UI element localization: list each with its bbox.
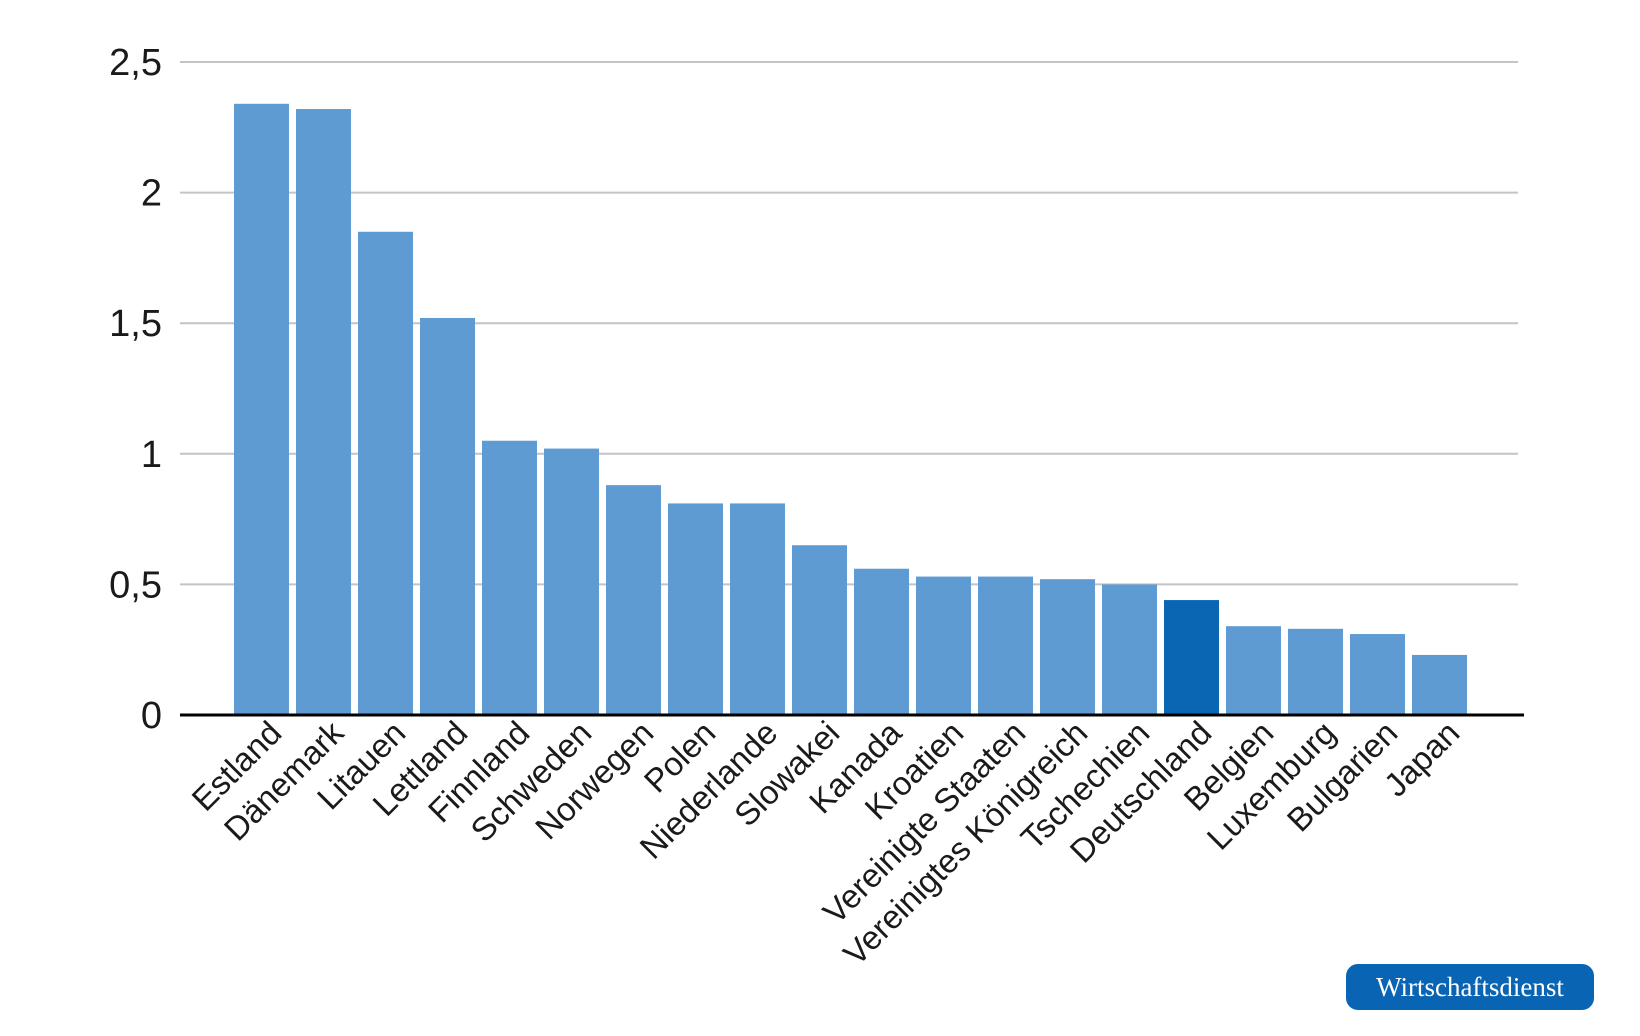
- wirtschaftsdienst-badge: Wirtschaftsdienst: [1346, 964, 1594, 1010]
- bar: [234, 103, 289, 716]
- bar: [978, 576, 1033, 715]
- bar: [296, 109, 351, 716]
- bar: [482, 440, 537, 715]
- bar: [730, 503, 785, 715]
- bar: [606, 485, 661, 715]
- bar: [1102, 584, 1157, 715]
- y-tick-label: 0: [141, 695, 162, 737]
- bar: [668, 503, 723, 715]
- bar: [792, 545, 847, 715]
- y-tick-label: 2: [141, 173, 162, 215]
- bar: [1040, 579, 1095, 715]
- bars: [234, 103, 1467, 716]
- y-tick-label: 1: [141, 434, 162, 476]
- y-tick-label: 0,5: [109, 564, 162, 606]
- bar: [1412, 654, 1467, 715]
- bar: [1226, 626, 1281, 715]
- bar: [854, 568, 909, 715]
- y-tick-label: 1,5: [109, 303, 162, 345]
- bar: [1288, 628, 1343, 715]
- y-tick-label: 2,5: [109, 42, 162, 84]
- bar: [544, 448, 599, 715]
- bar: [916, 576, 971, 715]
- x-axis-category-labels: EstlandDänemarkLitauenLettlandFinnlandSc…: [184, 713, 1466, 972]
- y-axis-ticks: 0 0,5 1 1,5 2 2,5: [109, 42, 162, 737]
- bar: [1350, 634, 1405, 715]
- bar: [1164, 600, 1219, 715]
- bar: [358, 231, 413, 715]
- bar: [420, 317, 475, 715]
